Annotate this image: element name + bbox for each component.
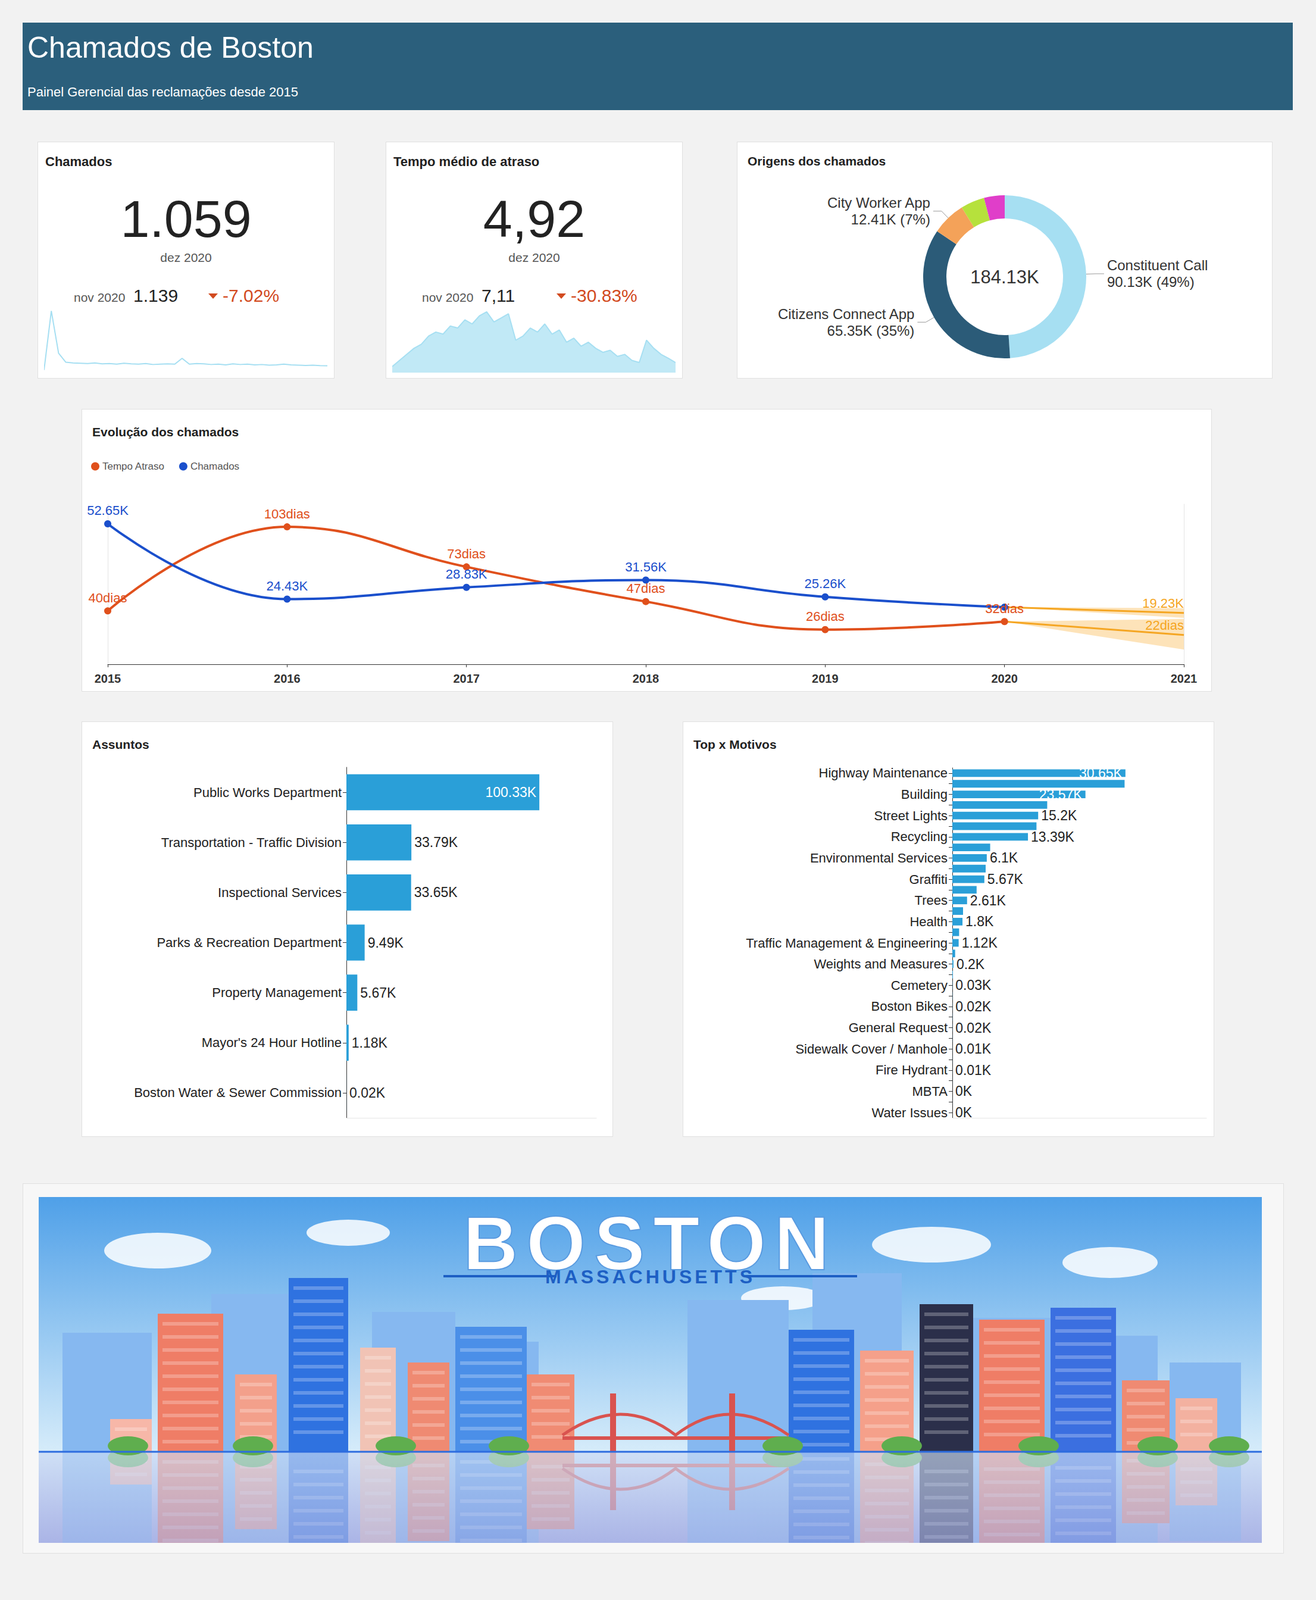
svg-text:Property Management: Property Management: [211, 985, 342, 1000]
svg-text:Parks & Recreation Department: Parks & Recreation Department: [156, 935, 342, 950]
svg-text:Constituent Call: Constituent Call: [1107, 257, 1208, 274]
svg-text:Highway Maintenance: Highway Maintenance: [819, 765, 948, 781]
html-text:Tempo médio de atraso: Tempo médio de atraso: [393, 154, 540, 170]
svg-text:103dias: 103dias: [264, 506, 311, 522]
svg-text:Street Lights: Street Lights: [873, 808, 948, 824]
svg-text:13.39K: 13.39K: [1030, 829, 1075, 845]
html-text:dez 2020: dez 2020: [508, 250, 560, 265]
svg-text:Traffic Management & Engineeri: Traffic Management & Engineering: [745, 935, 948, 951]
svg-text:0.2K: 0.2K: [956, 956, 986, 972]
html-text:Painel Gerencial das reclamaçõ: Painel Gerencial das reclamações desde 2…: [27, 84, 299, 100]
svg-text:Inspectional Services: Inspectional Services: [217, 885, 342, 900]
svg-text:Fire Hydrant: Fire Hydrant: [875, 1062, 948, 1078]
html-text:Chamados de Boston: Chamados de Boston: [27, 30, 314, 65]
svg-text:Trees: Trees: [914, 892, 948, 908]
svg-text:5.67K: 5.67K: [360, 985, 397, 1001]
svg-text:9.49K: 9.49K: [367, 935, 405, 951]
svg-text:Health: Health: [909, 914, 948, 930]
svg-text:Boston Water & Sewer Commissio: Boston Water & Sewer Commission: [133, 1085, 342, 1100]
svg-text:33.79K: 33.79K: [414, 834, 459, 850]
svg-text:General Request: General Request: [848, 1020, 948, 1036]
svg-text:22dias: 22dias: [1145, 617, 1184, 633]
svg-text:Mayor's 24 Hour Hotline: Mayor's 24 Hour Hotline: [201, 1035, 342, 1050]
svg-text:Origens dos chamados: Origens dos chamados: [747, 154, 886, 168]
svg-text:0.02K: 0.02K: [955, 998, 992, 1015]
svg-text:2016: 2016: [273, 671, 301, 686]
svg-text:47dias: 47dias: [626, 580, 666, 596]
svg-text:City Worker App: City Worker App: [827, 194, 931, 211]
svg-text:Citizens Connect App: Citizens Connect App: [777, 305, 915, 323]
svg-text:Assuntos: Assuntos: [92, 737, 150, 752]
html-text:7,11: 7,11: [481, 285, 515, 306]
svg-text:0.01K: 0.01K: [955, 1041, 992, 1057]
svg-text:0.02K: 0.02K: [349, 1085, 386, 1101]
svg-text:2020: 2020: [991, 671, 1018, 686]
html-text:-30.83%: -30.83%: [570, 285, 638, 306]
svg-text:Transportation - Traffic Divis: Transportation - Traffic Division: [161, 835, 342, 850]
svg-text:Cemetery: Cemetery: [891, 977, 948, 993]
svg-text:30.65K: 30.65K: [1079, 765, 1124, 781]
svg-text:2021: 2021: [1170, 671, 1198, 686]
svg-text:Sidewalk Cover / Manhole: Sidewalk Cover / Manhole: [795, 1041, 948, 1057]
svg-text:2019: 2019: [811, 671, 839, 686]
html-text:dez 2020: dez 2020: [160, 250, 212, 265]
svg-text:MASSACHUSETTS: MASSACHUSETTS: [545, 1266, 756, 1288]
svg-text:Evolução dos chamados: Evolução dos chamados: [92, 424, 239, 439]
html-text:-7.02%: -7.02%: [222, 285, 280, 306]
svg-text:12.41K (7%): 12.41K (7%): [851, 211, 931, 228]
svg-text:0K: 0K: [955, 1083, 973, 1099]
svg-text:Public Works Department: Public Works Department: [193, 785, 342, 800]
html-text:Chamados: Chamados: [45, 154, 113, 170]
svg-text:Chamados: Chamados: [190, 460, 240, 472]
svg-text:1.8K: 1.8K: [965, 913, 994, 930]
svg-text:Recycling: Recycling: [891, 829, 948, 845]
svg-text:Environmental Services: Environmental Services: [810, 850, 948, 866]
svg-text:6.1K: 6.1K: [989, 849, 1019, 866]
svg-text:73dias: 73dias: [446, 546, 486, 562]
html-text:1.059: 1.059: [120, 189, 252, 249]
svg-text:BOSTON: BOSTON: [463, 1200, 838, 1286]
svg-text:0.01K: 0.01K: [955, 1062, 992, 1078]
svg-text:52.65K: 52.65K: [86, 502, 129, 518]
svg-text:23.57K: 23.57K: [1039, 786, 1084, 803]
svg-text:Water Issues: Water Issues: [871, 1105, 948, 1121]
svg-text:184.13K: 184.13K: [970, 266, 1040, 288]
svg-text:1.12K: 1.12K: [961, 935, 999, 951]
svg-text:Top x Motivos: Top x Motivos: [693, 737, 777, 752]
svg-text:Tempo Atraso: Tempo Atraso: [102, 460, 165, 472]
svg-text:Building: Building: [901, 786, 948, 802]
html-text:nov 2020: nov 2020: [422, 290, 474, 305]
svg-text:5.67K: 5.67K: [987, 871, 1024, 887]
svg-text:100.33K: 100.33K: [485, 784, 537, 800]
html-text:nov 2020: nov 2020: [73, 290, 126, 305]
svg-text:2017: 2017: [452, 671, 480, 686]
svg-text:2018: 2018: [632, 671, 660, 686]
svg-text:32dias: 32dias: [985, 601, 1024, 617]
svg-text:25.26K: 25.26K: [804, 576, 846, 592]
html-text:1.139: 1.139: [133, 285, 179, 306]
html-text:4,92: 4,92: [483, 189, 586, 249]
svg-text:15.2K: 15.2K: [1041, 807, 1078, 824]
svg-text:65.35K (35%): 65.35K (35%): [827, 322, 915, 339]
svg-text:2.61K: 2.61K: [970, 892, 1007, 909]
svg-text:24.43K: 24.43K: [266, 578, 308, 594]
svg-text:0.03K: 0.03K: [955, 977, 992, 993]
svg-text:19.23K: 19.23K: [1142, 595, 1184, 611]
svg-text:Boston Bikes: Boston Bikes: [871, 998, 948, 1014]
svg-text:26dias: 26dias: [805, 608, 845, 624]
svg-text:Graffiti: Graffiti: [909, 871, 948, 887]
svg-text:Weights and Measures: Weights and Measures: [813, 956, 948, 972]
svg-text:2015: 2015: [94, 671, 122, 686]
svg-text:31.56K: 31.56K: [624, 559, 667, 575]
svg-text:40dias: 40dias: [88, 590, 128, 606]
svg-text:MBTA: MBTA: [912, 1083, 949, 1099]
svg-text:33.65K: 33.65K: [414, 884, 459, 900]
svg-text:1.18K: 1.18K: [351, 1035, 389, 1051]
svg-text:90.13K (49%): 90.13K (49%): [1107, 273, 1195, 290]
svg-text:0K: 0K: [955, 1104, 973, 1121]
svg-text:28.83K: 28.83K: [445, 566, 488, 582]
svg-text:0.02K: 0.02K: [955, 1020, 992, 1036]
